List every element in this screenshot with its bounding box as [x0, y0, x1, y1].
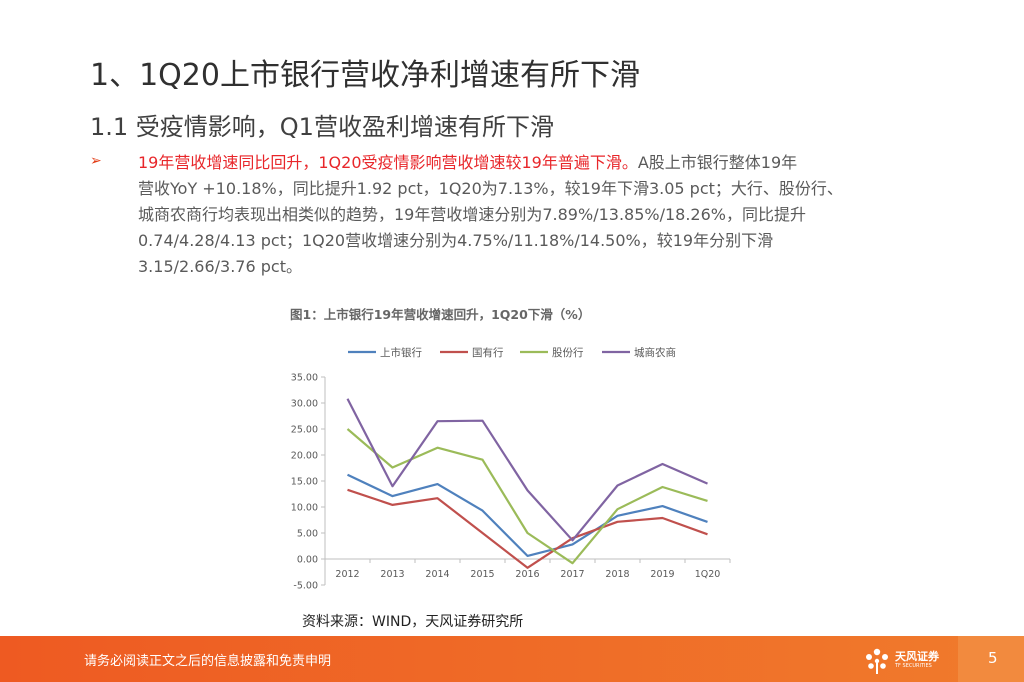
series-line-1	[347, 473, 708, 557]
bullet-paragraph: 19年营收增速同比回升，1Q20受疫情影响营收增速较19年普遍下滑。A股上市银行…	[138, 150, 938, 280]
revenue-growth-line-chart: 35.00 30.00 25.00 20.00 15.00 10.00 5.00 0.00 -5…	[291, 346, 731, 591]
bullet-line-2: 营收YoY +10.18%，同比提升1.92 pct，1Q20为7.13%，较1…	[138, 179, 843, 198]
slide-title: 1、1Q20上市银行营收净利增速有所下滑	[90, 58, 640, 93]
figure-title: 图1：上市银行19年营收增速回升，1Q20下滑（%）	[290, 307, 591, 322]
x-tick-label: 2014	[425, 569, 449, 580]
y-tick-label: -5.00	[293, 581, 318, 591]
bullet-line-1: 19年营收增速同比回升，1Q20受疫情影响营收增速较19年普遍下滑。A股上市银行…	[138, 150, 938, 176]
logo-brand-en: TF SECURITIES	[895, 663, 932, 669]
bullet-line-4: 0.74/4.28/4.13 pct；1Q20营收增速分别为4.75%/11.1…	[138, 231, 774, 250]
page-number-box	[958, 636, 1024, 682]
x-tick-label: 2013	[380, 569, 404, 580]
x-tick-label: 2019	[650, 569, 674, 580]
x-tick-label: 1Q20	[695, 569, 721, 580]
y-tick-label: 10.00	[291, 503, 318, 514]
series-line-4	[346, 398, 708, 542]
bullet-arrow-icon: ➢	[90, 153, 102, 169]
bullet-line-5: 3.15/2.66/3.76 pct。	[138, 257, 302, 276]
y-tick-label: 25.00	[291, 425, 318, 436]
y-tick-label: 0.00	[297, 555, 318, 566]
x-tick-label: 2015	[470, 569, 494, 580]
series-line-3	[346, 428, 708, 565]
footer-disclaimer: 请务必阅读正文之后的信息披露和免责申明	[84, 654, 332, 669]
tf-logo-icon	[866, 648, 888, 674]
slide-subtitle: 1.1 受疫情影响，Q1营收盈利增速有所下滑	[90, 113, 554, 141]
y-tick-label: 35.00	[291, 373, 318, 384]
series-line-2	[347, 488, 708, 569]
legend-label-1: 上市银行	[380, 346, 422, 359]
x-tick-label: 2012	[335, 569, 359, 580]
y-tick-label: 15.00	[291, 477, 318, 488]
logo-brand-name: 天风证券	[895, 650, 939, 663]
x-tick-label: 2017	[560, 569, 584, 580]
bullet-highlight: 19年营收增速同比回升，1Q20受疫情影响营收增速较19年普遍下滑。	[138, 153, 638, 172]
footer-bar: 请务必阅读正文之后的信息披露和免责申明 天风证券 TF SECURITIES 5	[0, 636, 1024, 682]
x-tick-label: 2018	[605, 569, 629, 580]
page-number: 5	[988, 649, 998, 667]
y-tick-label: 5.00	[297, 529, 318, 540]
x-tick-label: 2016	[515, 569, 539, 580]
legend-label-2: 国有行	[472, 346, 504, 359]
bullet-line-1-rest: A股上市银行整体19年	[637, 153, 798, 172]
legend-label-4: 城商农商	[634, 346, 676, 359]
figure-source: 资料来源：WIND，天风证券研究所	[302, 614, 524, 630]
bullet-line-3: 城商农商行均表现出相类似的趋势，19年营收增速分别为7.89%/13.85%/1…	[138, 205, 806, 224]
y-tick-label: 20.00	[291, 451, 318, 462]
legend-label-3: 股份行	[552, 346, 584, 359]
y-tick-label: 30.00	[291, 399, 318, 410]
